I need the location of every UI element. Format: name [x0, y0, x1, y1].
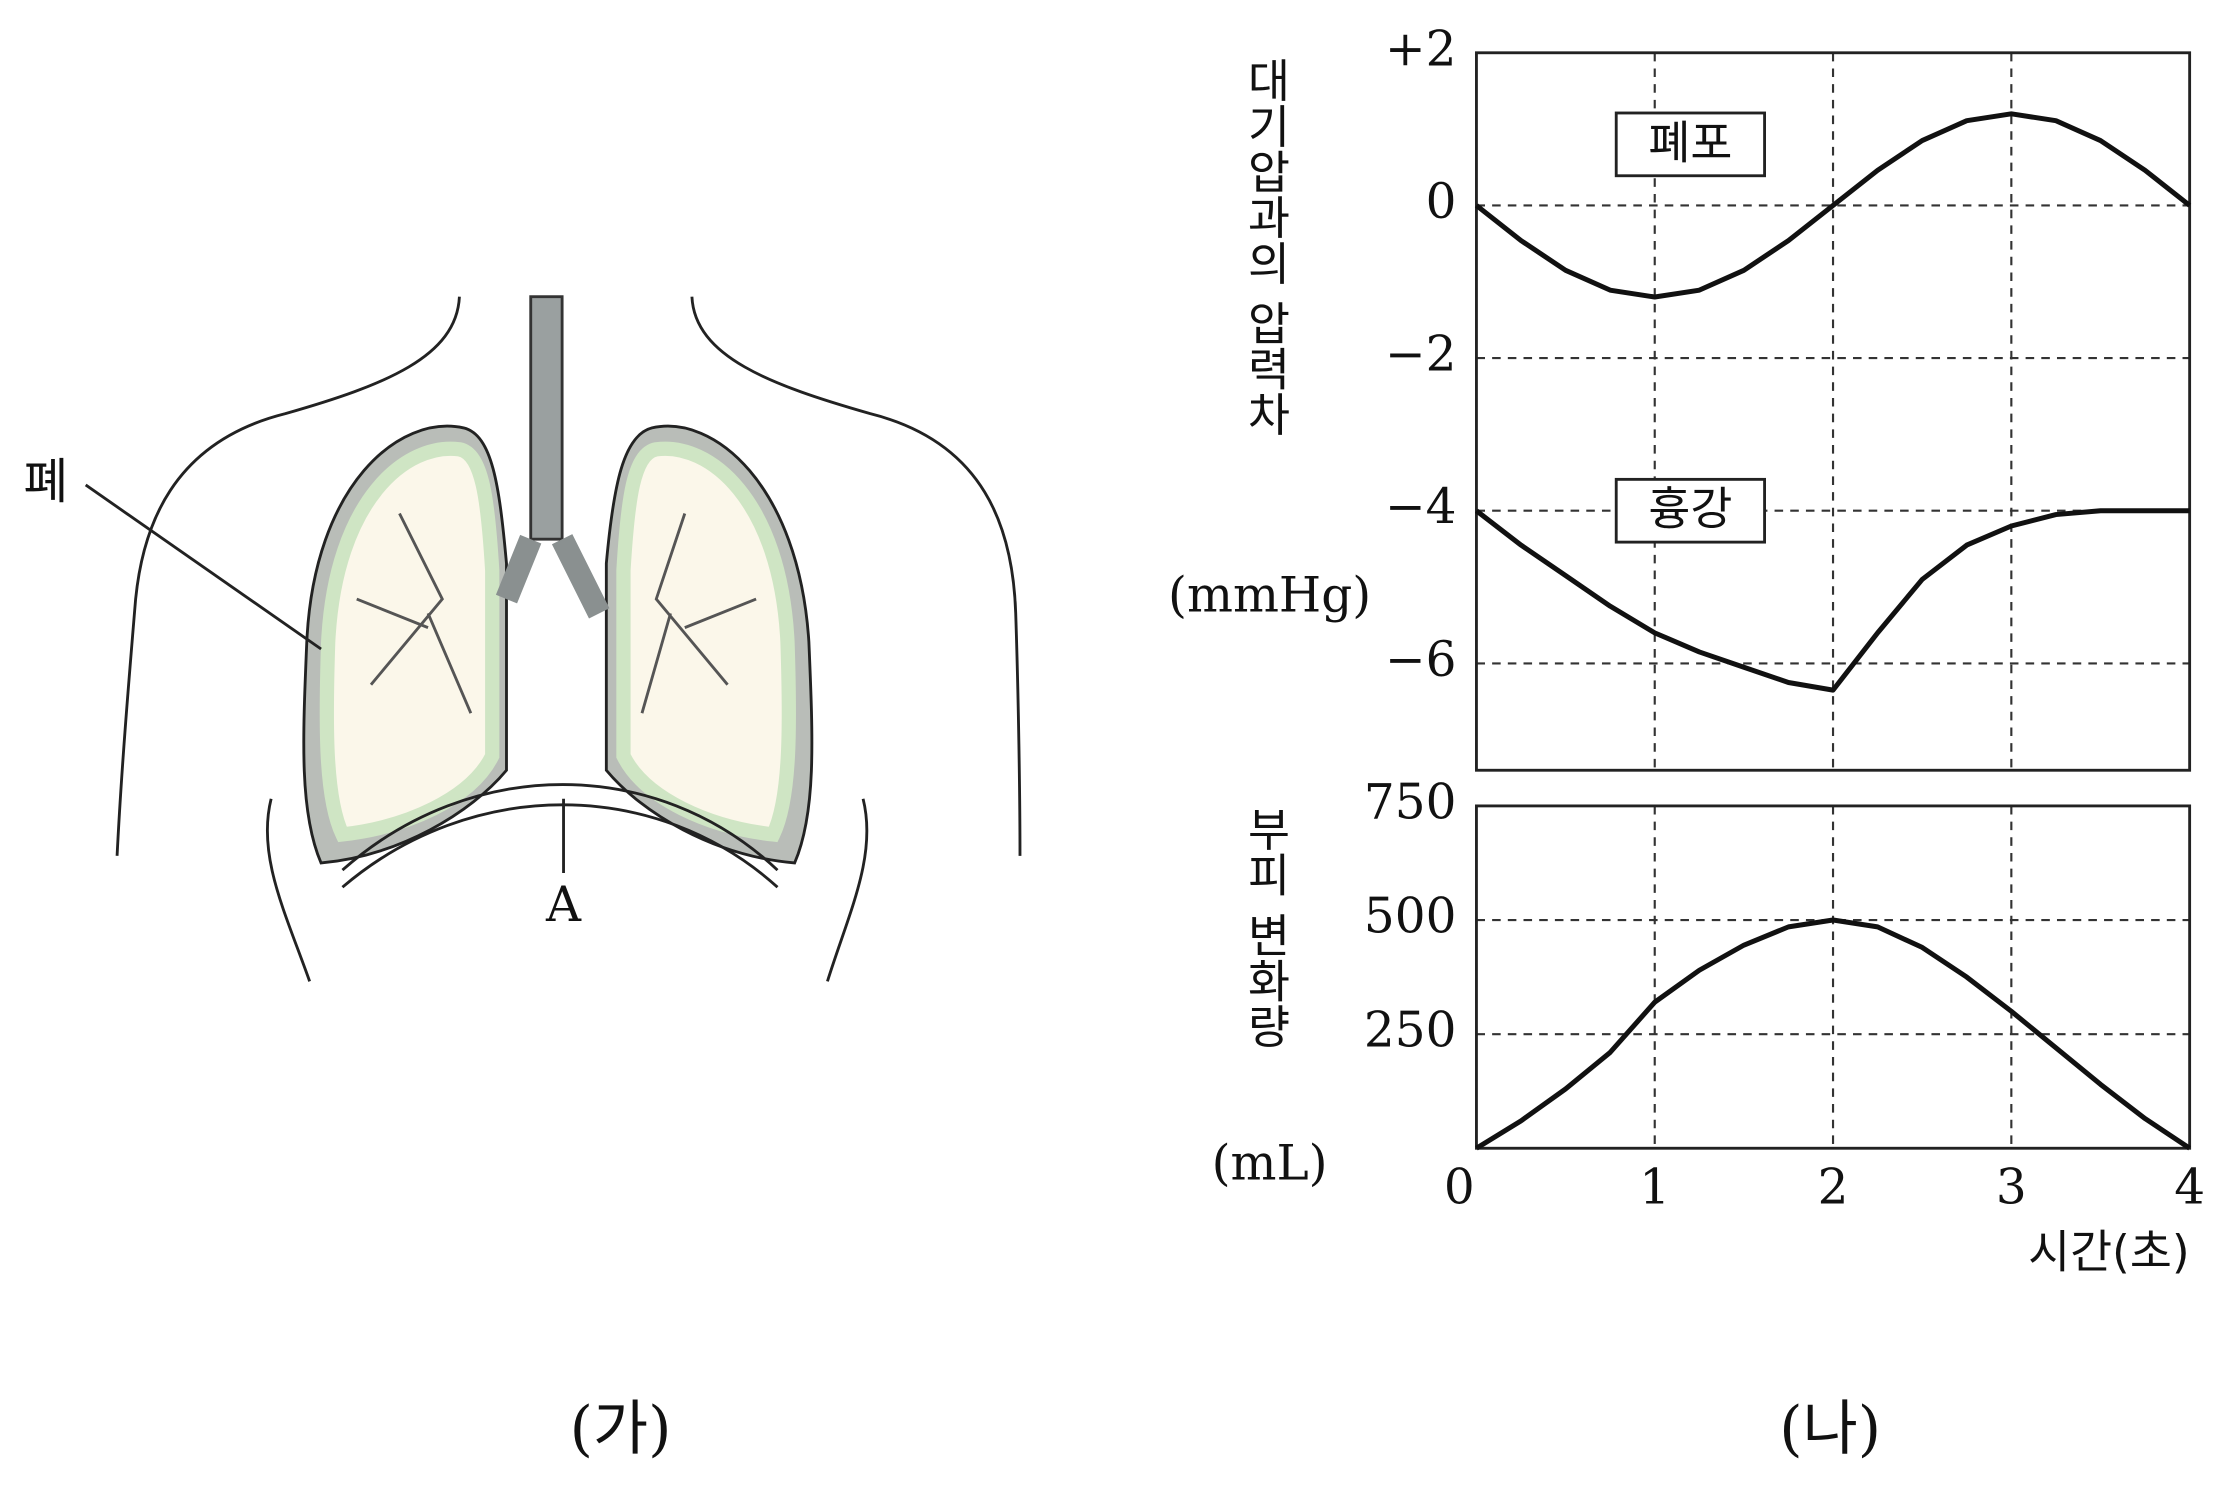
y-tick-label: 0 [1426, 174, 1457, 230]
pointer [86, 485, 321, 649]
caption: (가) [570, 1394, 672, 1464]
y-axis-label: 부피 변화량 [1239, 806, 1292, 1049]
y-tick-label: −6 [1385, 632, 1456, 688]
y-axis-unit: (mmHg) [1168, 568, 1371, 624]
x-tick-label: 2 [1818, 1160, 1849, 1216]
x-tick-label: 0 [1444, 1160, 1475, 1216]
y-tick-label: 500 [1364, 889, 1457, 945]
y-axis-unit: (mL) [1212, 1135, 1328, 1191]
plot-frame [1476, 53, 2189, 770]
y-tick-label: +2 [1385, 21, 1456, 77]
x-tick-label: 1 [1639, 1160, 1670, 1216]
y-tick-label: −4 [1385, 479, 1456, 535]
y-tick-label: 250 [1364, 1003, 1457, 1059]
thorax-diagram: 폐 A (가) [23, 297, 1020, 1464]
data-line [1476, 114, 2189, 297]
series-label: 흉강 [1616, 479, 1764, 542]
series-label: 폐포 [1648, 116, 1732, 169]
y-axis-label: 대기압과의 압력차 [1239, 57, 1292, 437]
x-tick-label: 3 [1996, 1160, 2027, 1216]
data-line [1476, 511, 2189, 690]
lung-label: 폐 [23, 454, 68, 510]
series-label: 흉강 [1648, 483, 1732, 536]
diaphragm-label: A [545, 877, 582, 933]
y-tick-label: 750 [1364, 774, 1457, 830]
figure: 폐 A (가) (나) +2 0 −2 −4 −6 대기압과의 압력차 (mmHg) 폐포흉강… [0, 0, 2214, 1502]
x-tick-label: 4 [2174, 1160, 2205, 1216]
series-label: 폐포 [1616, 113, 1764, 176]
x-axis-label: 시간(초) [2028, 1226, 2190, 1279]
y-tick-label: −2 [1385, 327, 1456, 383]
caption: (나) [1779, 1394, 1881, 1464]
